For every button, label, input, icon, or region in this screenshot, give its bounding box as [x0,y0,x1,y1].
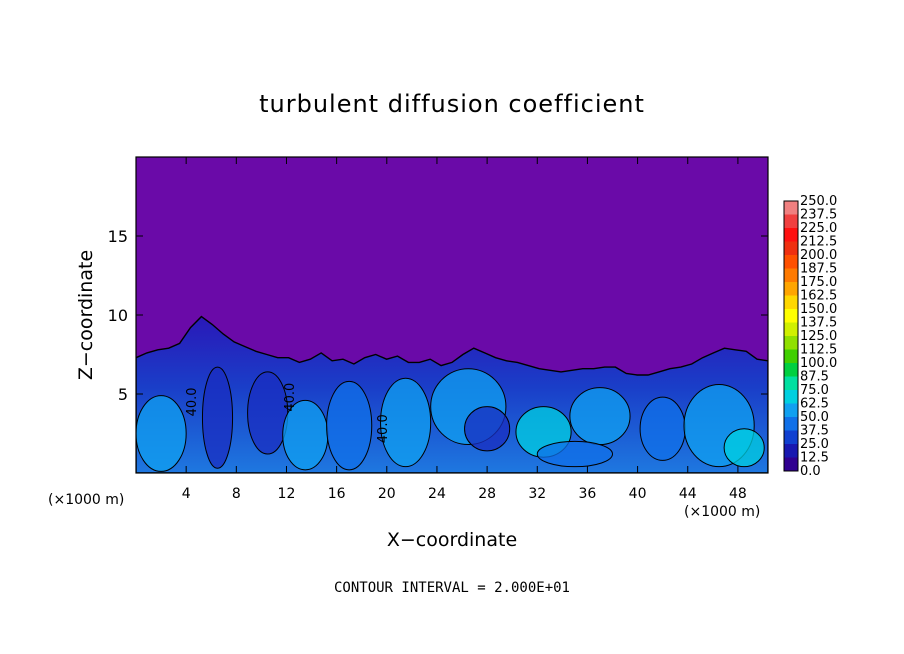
colorbar-swatch [784,201,798,215]
colorbar-level-label: 112.5 [800,343,837,358]
contour-interval-note: CONTOUR INTERVAL = 2.000E+01 [334,580,570,596]
y-axis: 5 10 15 [108,227,768,404]
x-tick-label: 32 [528,486,546,502]
eddy-contour [380,377,432,468]
colorbar-swatch [784,336,798,350]
eddy-contour [536,440,614,468]
x-tick-label: 8 [232,486,241,502]
colorbar-frame [783,200,799,472]
colorbar-level-label: 150.0 [800,302,837,317]
x-tick-label: 36 [579,486,597,502]
eddy-contour [639,396,686,461]
colorbar-level-label: 87.5 [800,370,829,385]
colorbar-swatch [784,430,798,445]
contour-label: 40.0 [376,414,391,443]
colorbar-level-label: 200.0 [800,248,837,263]
colorbar-level-label: 212.5 [800,235,837,250]
eddy-contour [247,371,289,455]
colorbar-level-label: 37.5 [800,424,829,439]
x-tick-label: 40 [629,486,647,502]
chart-title: turbulent diffusion coefficient [259,90,645,118]
colorbar-level-label: 75.0 [800,383,829,398]
x-unit-right: (×1000 m) [684,504,760,520]
eddy-contour [464,406,511,452]
colorbar-level-label: 25.0 [800,437,829,452]
colorbar-level-label: 0.0 [800,464,821,479]
x-tick-label: 12 [278,486,296,502]
colorbar: 250.0237.5225.0212.5200.0187.5175.0162.5… [783,194,837,479]
eddy-contour [569,387,631,446]
colorbar-swatch [784,309,798,323]
colorbar-swatch [784,295,798,310]
x-tick-label: 20 [378,486,396,502]
x-axis: 4 8 12 16 20 24 28 32 36 40 44 48 [182,157,747,502]
eddy-contour [723,428,765,468]
x-tick-label: 16 [328,486,346,502]
colorbar-swatch [784,349,798,364]
colorbar-swatch [784,282,798,296]
colorbar-level-label: 125.0 [800,329,837,344]
colorbar-swatch [784,214,798,229]
colorbar-swatch [784,322,798,337]
colorbar-level-label: 137.5 [800,316,837,331]
colorbar-level-label: 162.5 [800,289,837,304]
colorbar-level-label: 175.0 [800,275,837,290]
colorbar-swatch [784,390,798,404]
colorbar-level-label: 187.5 [800,262,837,277]
x-tick-label: 44 [679,486,697,502]
colorbar-level-label: 250.0 [800,194,837,209]
colorbar-swatch [784,417,798,431]
x-unit-left: (×1000 m) [48,492,124,508]
x-axis-label: X−coordinate [387,529,517,551]
y-tick-label: 5 [118,385,128,404]
x-tick-label: 4 [182,486,191,502]
y-axis-label: Z−coordinate [75,250,97,380]
contour-label: 40.0 [283,383,298,412]
colorbar-swatch [784,241,798,256]
y-tick-label: 10 [108,306,128,325]
colorbar-swatch [784,228,798,242]
colorbar-level-label: 237.5 [800,208,837,223]
eddy-contour [136,395,187,472]
colorbar-swatch [784,255,798,269]
colorbar-swatch [784,376,798,391]
colorbar-level-label: 62.5 [800,397,829,412]
x-tick-label: 24 [428,486,446,502]
colorbar-swatch [784,444,798,458]
colorbar-swatch [784,268,798,283]
colorbar-level-label: 100.0 [800,356,837,371]
eddy-contour [201,366,234,469]
eddy-contour [326,380,373,471]
colorbar-level-label: 12.5 [800,451,829,466]
x-tick-label: 28 [478,486,496,502]
colorbar-level-label: 225.0 [800,221,837,236]
x-tick-label: 48 [729,486,747,502]
colorbar-level-label: 50.0 [800,410,829,425]
contour-label: 40.0 [185,387,200,416]
colorbar-swatch [784,363,798,377]
field-layer: 40.0 40.0 40.0 [136,315,768,473]
colorbar-swatch [784,457,798,472]
colorbar-swatch [784,403,798,418]
y-tick-label: 15 [108,227,128,246]
